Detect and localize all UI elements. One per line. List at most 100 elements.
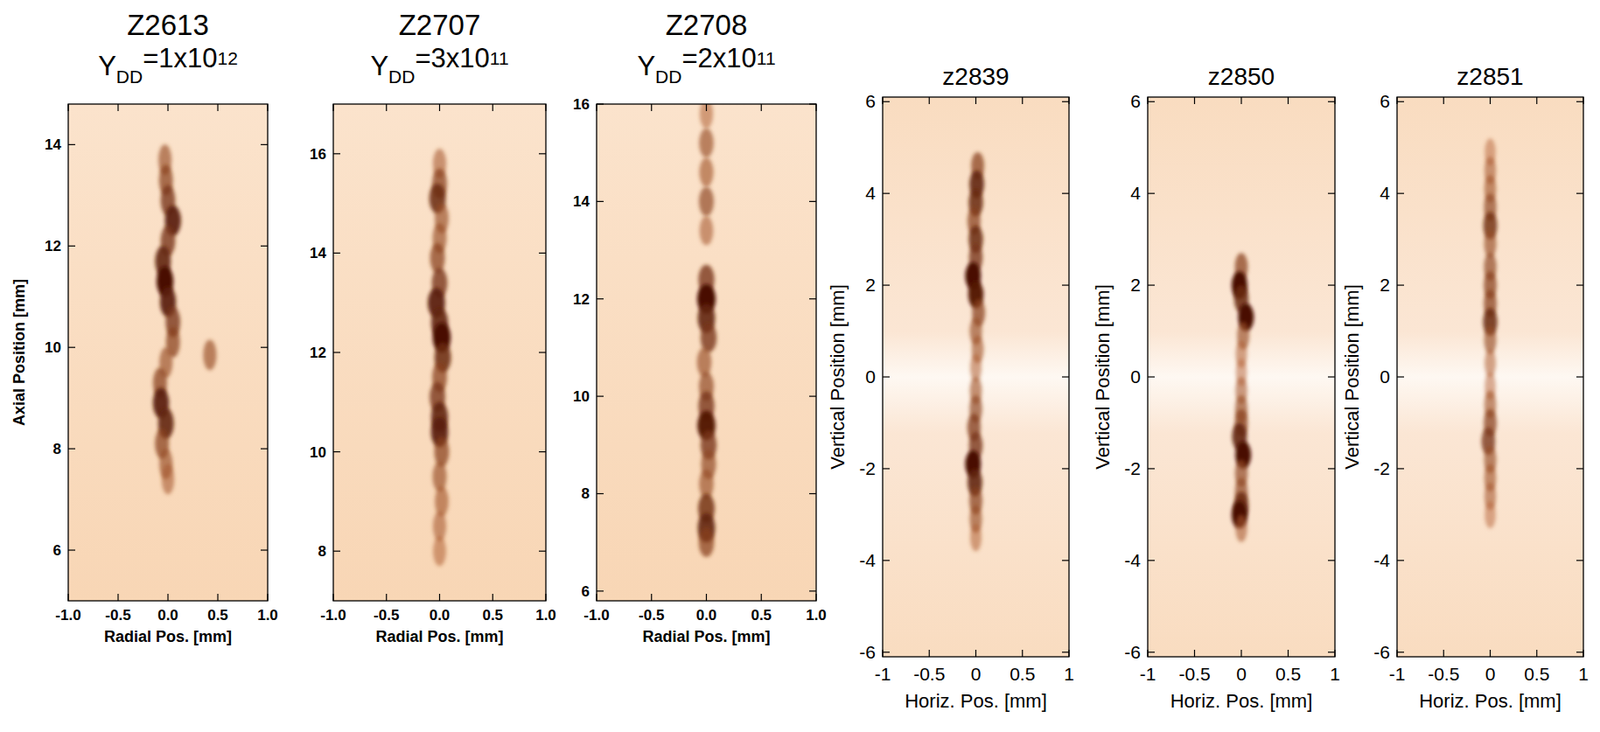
y-tick: [538, 153, 546, 154]
y-tick: [882, 376, 890, 378]
x-tick: [1396, 649, 1398, 657]
emission-spot: [1235, 514, 1247, 542]
emission-spot: [202, 340, 217, 371]
y-tick-label: -6: [1373, 642, 1391, 663]
x-tick: [815, 593, 817, 601]
x-tick: [1443, 649, 1445, 657]
y-tick: [1062, 193, 1069, 195]
x-tick: [117, 593, 119, 601]
y-tick: [1062, 101, 1069, 103]
plot-background: [1397, 97, 1584, 657]
x-tick: [1536, 97, 1538, 105]
emission-spot: [434, 486, 449, 517]
x-tick-label: -1: [1139, 663, 1157, 685]
x-tick-label: -0.5: [1427, 663, 1460, 685]
y-tick: [1147, 193, 1155, 195]
y-tick: [596, 298, 604, 300]
y-tick-label: -4: [1373, 550, 1391, 571]
x-tick: [761, 104, 762, 112]
y-tick: [1147, 101, 1155, 103]
y-tick: [1147, 559, 1155, 561]
y-tick: [333, 351, 341, 353]
subtitle-part: DD: [655, 66, 682, 87]
x-tick-label: 0.5: [750, 607, 772, 624]
panel: -1.0-0.50.00.51.0810121416Radial Pos. [m…: [309, 8, 557, 646]
emission-spot: [432, 461, 447, 492]
x-tick: [439, 593, 441, 601]
marks: [964, 152, 986, 552]
x-axis-title: Radial Pos. [mm]: [375, 628, 504, 646]
x-tick: [167, 593, 168, 601]
emission-spot: [430, 243, 446, 273]
y-tick: [1576, 651, 1584, 653]
y-tick: [1327, 559, 1335, 561]
y-tick-label: -2: [1373, 458, 1391, 479]
y-tick-label: -4: [1124, 550, 1141, 571]
y-tick-label: 2: [1379, 274, 1391, 295]
y-tick: [596, 103, 604, 105]
x-tick: [492, 104, 494, 112]
x-tick: [705, 104, 707, 112]
y-tick-label: 12: [309, 344, 327, 362]
y-tick: [1327, 651, 1335, 653]
x-tick-label: 0.5: [1275, 663, 1301, 685]
x-tick-label: 0: [1485, 663, 1496, 685]
y-tick: [1147, 468, 1155, 469]
y-tick-label: 10: [572, 388, 590, 406]
emission-spot: [433, 536, 447, 566]
panel: -1-0.500.51-6-4-20246Horiz. Pos. [mm]Ver…: [1341, 62, 1589, 713]
plot-frame: [1147, 97, 1335, 657]
x-tick: [1489, 649, 1491, 657]
y-tick: [596, 590, 604, 592]
y-tick: [1062, 651, 1069, 653]
y-tick: [596, 396, 604, 398]
x-tick: [881, 97, 883, 105]
x-tick: [1582, 97, 1584, 105]
x-tick: [1582, 649, 1584, 657]
y-tick: [882, 284, 890, 286]
x-tick: [1287, 649, 1289, 657]
subtitle-part: 11: [489, 48, 510, 69]
subtitle-part: =2x10: [681, 42, 756, 74]
y-tick-label: 16: [309, 146, 327, 163]
y-tick: [1062, 559, 1069, 561]
y-tick: [538, 551, 546, 552]
y-tick: [596, 493, 604, 495]
x-tick-label: -1.0: [583, 607, 609, 624]
x-tick: [1194, 649, 1195, 657]
y-tick: [1576, 468, 1584, 469]
y-tick: [260, 245, 268, 247]
x-tick: [216, 104, 218, 112]
y-tick: [1062, 468, 1069, 469]
x-tick-label: -1.0: [55, 607, 81, 624]
y-tick: [1576, 284, 1584, 286]
y-axis-title: Vertical Position [mm]: [1091, 284, 1114, 470]
x-tick: [492, 593, 494, 601]
x-tick: [332, 104, 334, 112]
x-axis-title: Radial Pos. [mm]: [104, 628, 232, 646]
x-tick-label: 0.0: [429, 607, 451, 624]
x-tick-label: -0.5: [638, 607, 664, 624]
x-tick-label: 0: [971, 663, 982, 685]
y-tick: [1397, 468, 1405, 469]
y-tick: [596, 201, 604, 203]
x-tick: [705, 593, 707, 601]
x-tick-label: 1: [1578, 663, 1589, 685]
y-tick: [1147, 651, 1155, 653]
y-axis-title: Vertical Position [mm]: [1341, 284, 1363, 470]
plot-frame: [1397, 97, 1584, 657]
x-tick: [1068, 649, 1069, 657]
marks: [153, 144, 217, 495]
x-tick: [1068, 97, 1069, 105]
y-tick: [1327, 193, 1335, 195]
x-tick: [216, 593, 218, 601]
x-tick-label: 0.5: [1009, 663, 1035, 685]
x-tick-label: 1.0: [805, 607, 827, 624]
y-tick-label: 6: [581, 583, 590, 601]
y-tick: [1327, 376, 1335, 378]
emission-spot: [1484, 501, 1496, 529]
x-tick-label: 0.5: [207, 607, 229, 624]
emission-spot: [161, 464, 175, 496]
x-tick-label: 1.0: [535, 607, 557, 624]
x-tick: [1240, 649, 1242, 657]
